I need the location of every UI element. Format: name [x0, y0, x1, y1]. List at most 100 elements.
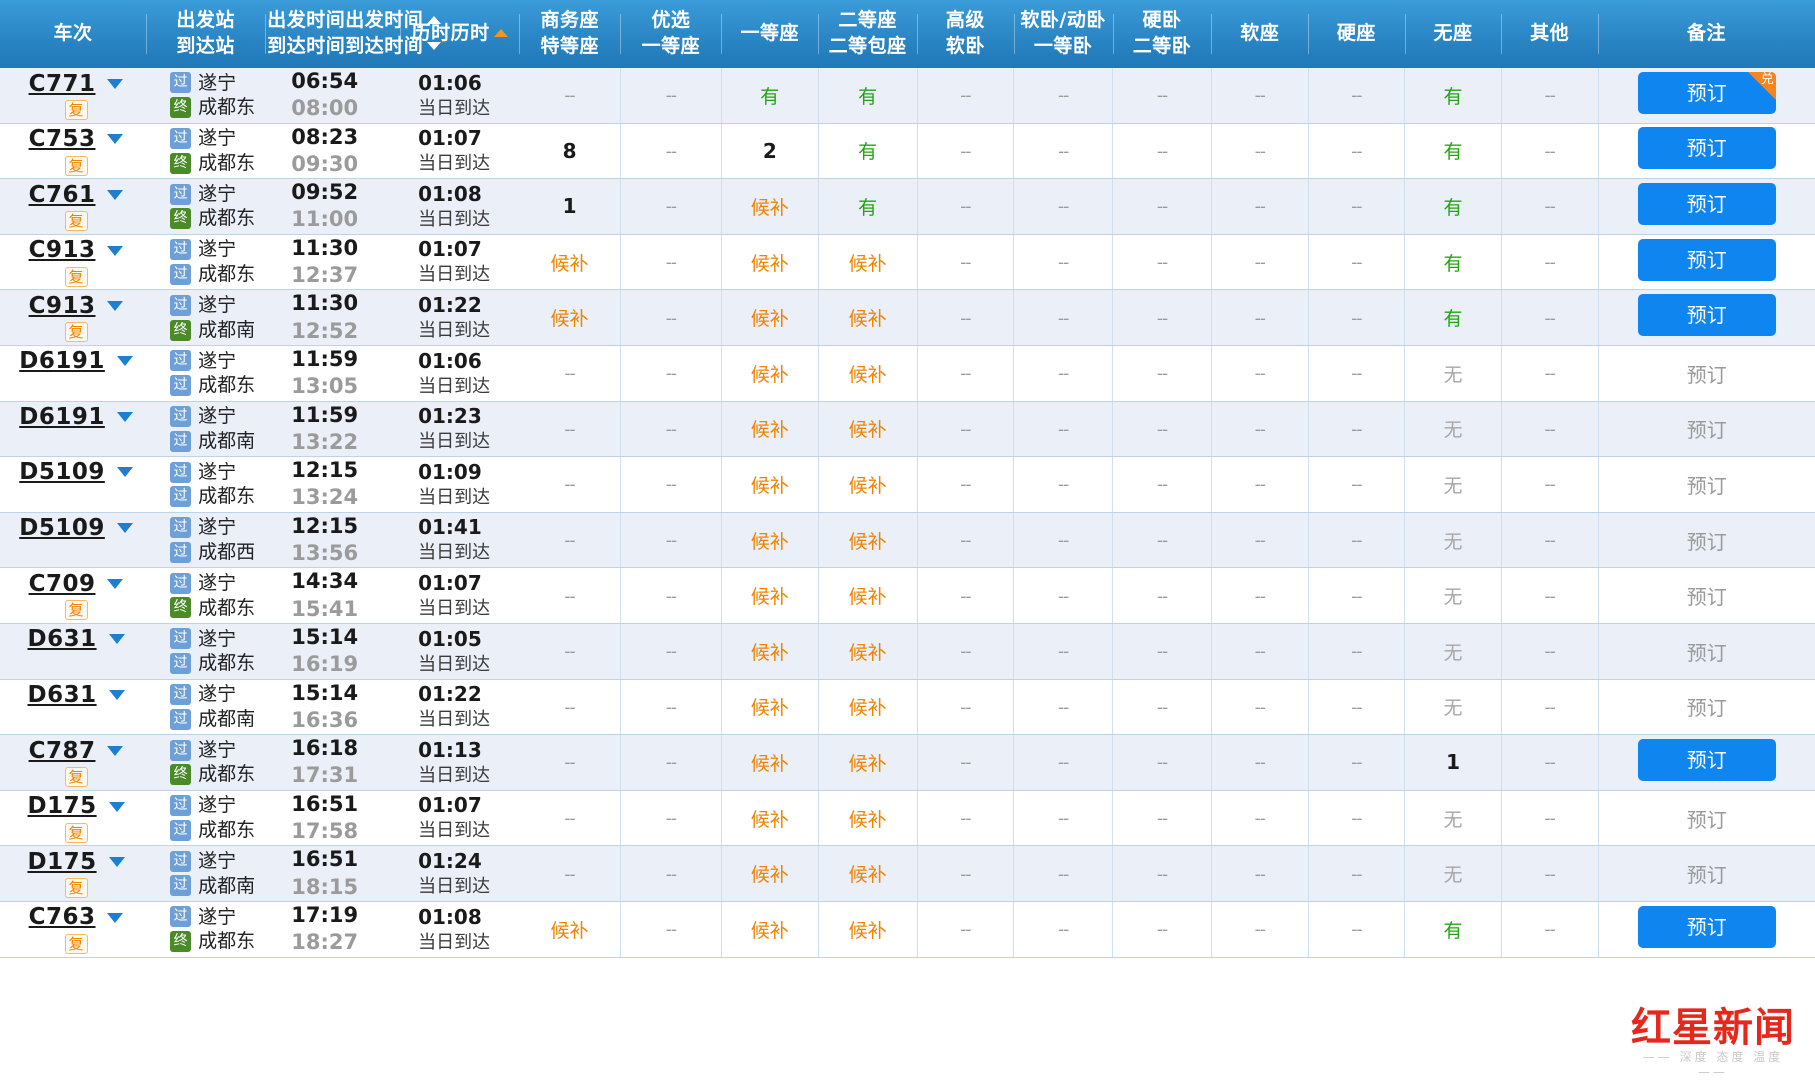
remark-cell: 预订 [1598, 901, 1815, 958]
soft-sleeper-cell: -- [1013, 234, 1114, 291]
train-number-link[interactable]: D631 [27, 626, 97, 653]
train-number-link[interactable]: C761 [28, 181, 96, 208]
hard-seat-value: -- [1351, 753, 1362, 774]
chevron-down-icon[interactable] [107, 245, 124, 256]
train-number-link[interactable]: D175 [27, 793, 97, 820]
arrival-time: 13:56 [291, 541, 359, 566]
chevron-down-icon[interactable] [108, 857, 125, 868]
soft-seat-value: -- [1254, 364, 1266, 385]
chevron-down-icon[interactable] [108, 634, 125, 645]
passing-station-icon: 过 [170, 72, 192, 94]
duration-cell: 01:13 当日到达 [400, 734, 520, 791]
sort-ascending-icon[interactable] [427, 16, 442, 25]
arrival-station: 成都东 [198, 930, 256, 953]
train-number-link[interactable]: C913 [28, 292, 96, 319]
passing-station-icon: 过 [170, 430, 192, 452]
column-header-label: 一等座 [641, 35, 701, 57]
departure-station: 遂宁 [198, 571, 237, 594]
train-number-link[interactable]: D175 [27, 848, 97, 875]
no-seat-cell: 有 [1404, 178, 1502, 235]
book-disabled-label: 预订 [1686, 585, 1727, 610]
book-button[interactable]: 预订 [1637, 905, 1776, 948]
chevron-down-icon[interactable] [107, 189, 124, 200]
hard-seat-cell: -- [1308, 845, 1406, 902]
book-button[interactable]: 预订 [1637, 238, 1776, 281]
no-seat-value: 有 [1443, 141, 1463, 164]
sort-ascending-icon[interactable] [493, 29, 508, 38]
other-seat-value: -- [1544, 864, 1556, 885]
train-number-link[interactable]: D6191 [19, 348, 105, 375]
soft-sleeper-value: -- [1057, 308, 1069, 329]
train-number-link[interactable]: D5109 [19, 459, 105, 486]
times-cell: 12:15 13:24 [265, 456, 401, 513]
column-header-times[interactable]: 出发时间出发时间 到达时间到达时间 [265, 0, 442, 68]
train-number-link[interactable]: D6191 [19, 403, 105, 430]
chevron-down-icon[interactable] [108, 689, 125, 700]
fuxing-badge: 复 [64, 878, 88, 899]
book-button[interactable]: 预订 [1637, 294, 1776, 337]
book-button[interactable]: 预订 兑 [1637, 71, 1776, 114]
chevron-down-icon[interactable] [116, 356, 133, 367]
train-number-link[interactable]: D631 [27, 681, 97, 708]
train-number-link[interactable]: C763 [28, 904, 96, 931]
hard-sleeper-value: -- [1156, 141, 1168, 162]
book-button[interactable]: 预订 [1637, 182, 1776, 225]
train-number-link[interactable]: C913 [28, 237, 96, 264]
preferred-first-seat-cell: -- [620, 790, 722, 847]
departure-time: 12:15 [291, 458, 359, 483]
other-seat-cell: -- [1501, 123, 1599, 180]
chevron-down-icon[interactable] [107, 78, 124, 89]
chevron-down-icon[interactable] [116, 467, 133, 478]
chevron-down-icon[interactable] [107, 134, 124, 145]
book-button-label: 预订 [1686, 747, 1727, 772]
column-header-duration[interactable]: 历时历时 [400, 0, 519, 68]
book-disabled-label: 预订 [1686, 640, 1727, 665]
table-row: D631 过遂宁过成都东 15:14 16:19 01:05 当日到达 -- -- 候补 候补 --… [0, 623, 1815, 680]
chevron-down-icon[interactable] [116, 411, 133, 422]
soft-seat-cell: -- [1211, 623, 1309, 680]
first-class-seat-cell: 候补 [721, 567, 819, 624]
second-class-seat-cell: 候补 [818, 679, 918, 736]
train-number-link[interactable]: C709 [28, 570, 96, 597]
chevron-down-icon[interactable] [108, 801, 125, 812]
stations-cell: 过遂宁过成都东 [146, 234, 266, 291]
duration-cell: 01:07 当日到达 [400, 790, 520, 847]
preferred-first-seat-value: -- [665, 253, 677, 274]
book-button[interactable]: 预订 [1637, 127, 1776, 170]
column-header-hard-sleep: 硬卧 二等卧 [1112, 0, 1212, 68]
chevron-down-icon[interactable] [116, 523, 133, 534]
column-header-stations: 出发站 到达站 [146, 0, 265, 68]
trip-duration: 01:06 [418, 348, 482, 373]
second-class-seat-value: 候补 [848, 419, 887, 442]
book-button-label: 预订 [1686, 303, 1727, 328]
train-number-link[interactable]: C753 [28, 126, 96, 153]
column-header-label: 车次 [53, 22, 93, 45]
train-number-link[interactable]: C787 [28, 737, 96, 764]
column-header-label: 备注 [1686, 22, 1726, 45]
stations-cell: 过遂宁终成都东 [146, 123, 266, 180]
train-number-cell: D5109 [0, 456, 147, 513]
departure-time: 11:30 [291, 235, 359, 260]
train-number-cell: C913 复 [0, 289, 147, 346]
hard-sleeper-value: -- [1156, 86, 1168, 107]
hard-sleeper-value: -- [1156, 531, 1168, 552]
column-header-no-seat: 无座 [1404, 0, 1502, 68]
chevron-down-icon[interactable] [107, 301, 124, 312]
passing-station-icon: 过 [170, 128, 192, 150]
other-seat-cell: -- [1501, 289, 1599, 346]
train-number-link[interactable]: C771 [28, 70, 96, 97]
arrival-day-note: 当日到达 [418, 709, 491, 731]
chevron-down-icon[interactable] [107, 745, 124, 756]
exchange-corner-icon [1747, 71, 1776, 100]
business-seat-cell: 候补 [519, 289, 621, 346]
book-button[interactable]: 预订 [1637, 738, 1776, 781]
column-header-other: 其他 [1501, 0, 1598, 68]
second-class-seat-value: 有 [858, 196, 878, 219]
departure-time: 16:51 [291, 791, 359, 816]
train-number-link[interactable]: D5109 [19, 514, 105, 541]
chevron-down-icon[interactable] [107, 579, 124, 590]
chevron-down-icon[interactable] [107, 912, 124, 923]
sort-descending-icon[interactable] [427, 42, 442, 50]
first-class-seat-value: 候补 [750, 363, 789, 386]
trip-duration: 01:08 [418, 904, 482, 929]
